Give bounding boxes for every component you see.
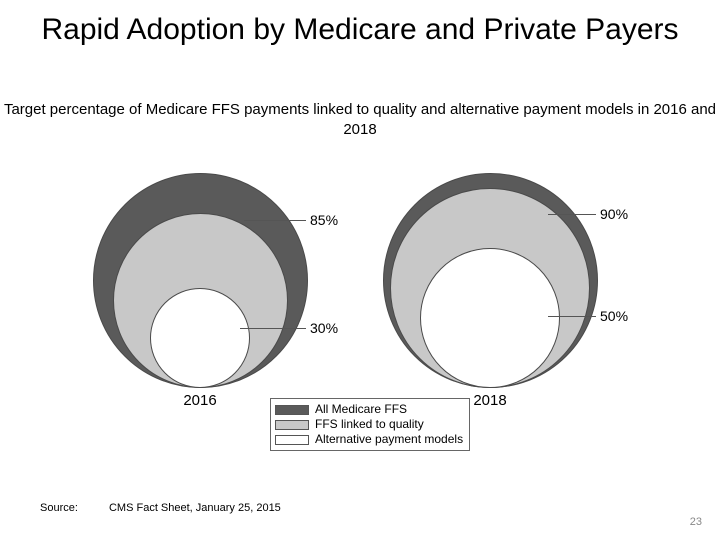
leader-85 [244, 220, 306, 221]
legend-row-linked: FFS linked to quality [275, 417, 463, 432]
page-number: 23 [690, 516, 702, 528]
legend: All Medicare FFS FFS linked to quality A… [270, 398, 470, 451]
legend-swatch-2 [275, 435, 309, 445]
legend-label-2: Alternative payment models [315, 432, 463, 447]
legend-swatch-0 [275, 405, 309, 415]
chart-subtitle: Target percentage of Medicare FFS paymen… [0, 100, 720, 139]
source-label: Source: [40, 502, 78, 514]
legend-swatch-1 [275, 420, 309, 430]
legend-row-all-ffs: All Medicare FFS [275, 402, 463, 417]
inner-circle-2016 [150, 288, 250, 388]
pct-label-30: 30% [310, 320, 338, 336]
legend-label-0: All Medicare FFS [315, 402, 407, 417]
year-label-2016: 2016 [170, 392, 230, 409]
pct-label-50: 50% [600, 308, 628, 324]
leader-90 [548, 214, 596, 215]
leader-30 [240, 328, 306, 329]
legend-row-apm: Alternative payment models [275, 432, 463, 447]
legend-label-1: FFS linked to quality [315, 417, 424, 432]
slide-title: Rapid Adoption by Medicare and Private P… [0, 12, 720, 48]
inner-circle-2018 [420, 248, 560, 388]
slide: Rapid Adoption by Medicare and Private P… [0, 0, 720, 540]
leader-50 [548, 316, 596, 317]
pct-label-90: 90% [600, 206, 628, 222]
pct-label-85: 85% [310, 212, 338, 228]
source-text: CMS Fact Sheet, January 25, 2015 [109, 502, 281, 514]
source-row: Source: CMS Fact Sheet, January 25, 2015 [40, 502, 281, 514]
